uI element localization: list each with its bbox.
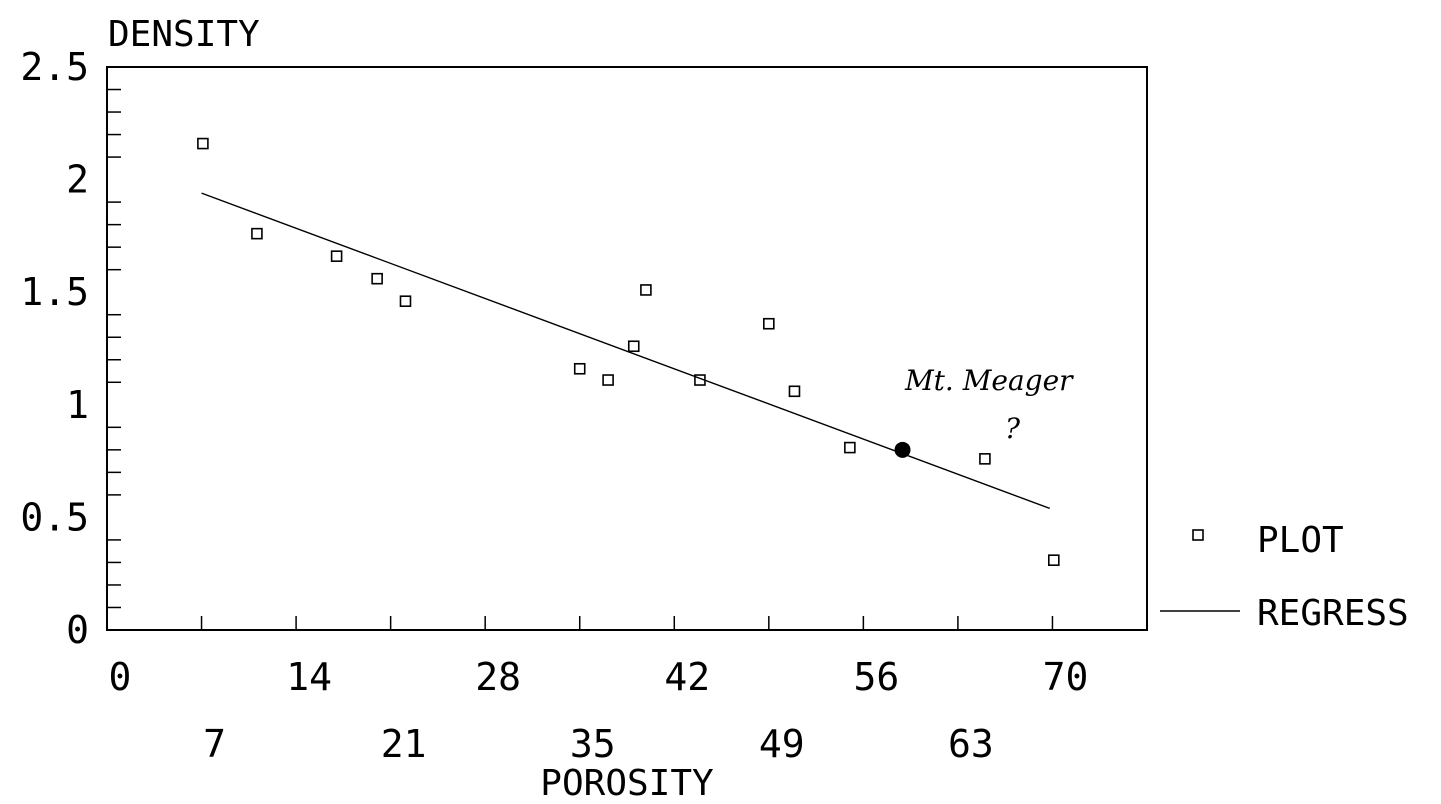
legend-regress-label: REGRESS	[1257, 593, 1409, 634]
data-point-14	[1048, 554, 1060, 566]
x-tick-label-upper-4: 56	[853, 655, 899, 699]
x-tick-label-lower-0: 7	[203, 722, 226, 766]
y-axis-minor-ticks	[107, 88, 121, 609]
highlight-point	[894, 441, 911, 458]
y-tick-label-5: 2.5	[20, 45, 89, 89]
y-tick-label-0: 0	[66, 608, 89, 652]
data-point-12	[844, 441, 856, 454]
annotation-question-mark: ?	[1005, 412, 1021, 445]
x-tick-label-lower-2: 35	[570, 722, 616, 766]
x-axis-tick-labels-lower: 7 21 35 49 63	[203, 722, 994, 766]
y-axis-title: DENSITY	[108, 14, 260, 55]
data-point-7	[627, 340, 640, 353]
x-axis-title: POROSITY	[540, 763, 714, 804]
y-axis-tick-labels: 0 0.5 1 1.5 2 2.5	[20, 45, 89, 652]
data-point-6	[602, 374, 614, 386]
regression-line	[201, 192, 1050, 510]
data-point-5	[573, 362, 586, 375]
annotation-text: Mt. Meager	[904, 364, 1074, 397]
data-point-9	[694, 374, 706, 386]
x-axis-tick-labels-upper: 0 14 28 42 56 70	[109, 655, 1089, 699]
x-tick-label-upper-0: 0	[109, 655, 132, 699]
legend-plot-symbol	[1192, 529, 1204, 541]
data-point-10	[763, 317, 775, 330]
x-axis-minor-ticks	[106, 616, 1054, 630]
x-tick-label-upper-5: 70	[1043, 655, 1089, 699]
x-tick-label-upper-3: 42	[664, 655, 710, 699]
data-point-8	[640, 284, 652, 296]
data-point-3	[371, 272, 383, 285]
x-tick-label-lower-4: 63	[948, 722, 994, 766]
data-point-11	[788, 385, 801, 398]
x-tick-label-upper-2: 28	[475, 655, 521, 699]
legend-plot-label: PLOT	[1257, 520, 1344, 561]
data-points	[197, 137, 1060, 566]
x-tick-label-lower-1: 21	[381, 722, 427, 766]
data-point-1	[251, 227, 263, 240]
y-tick-label-1: 0.5	[20, 495, 89, 539]
data-point-4	[399, 295, 412, 308]
regression-line-segment	[201, 192, 1050, 510]
x-tick-label-lower-3: 49	[759, 722, 805, 766]
y-tick-label-3: 1.5	[20, 270, 89, 314]
data-point-2	[330, 250, 343, 262]
y-tick-label-4: 2	[66, 158, 89, 202]
x-tick-label-upper-1: 14	[286, 655, 332, 699]
legend: PLOT REGRESS	[1160, 520, 1409, 634]
y-tick-label-2: 1	[66, 383, 89, 427]
plot-frame	[106, 66, 1148, 631]
data-point-13	[979, 453, 991, 465]
highlight-dot	[894, 441, 911, 458]
data-point-0	[197, 137, 209, 150]
